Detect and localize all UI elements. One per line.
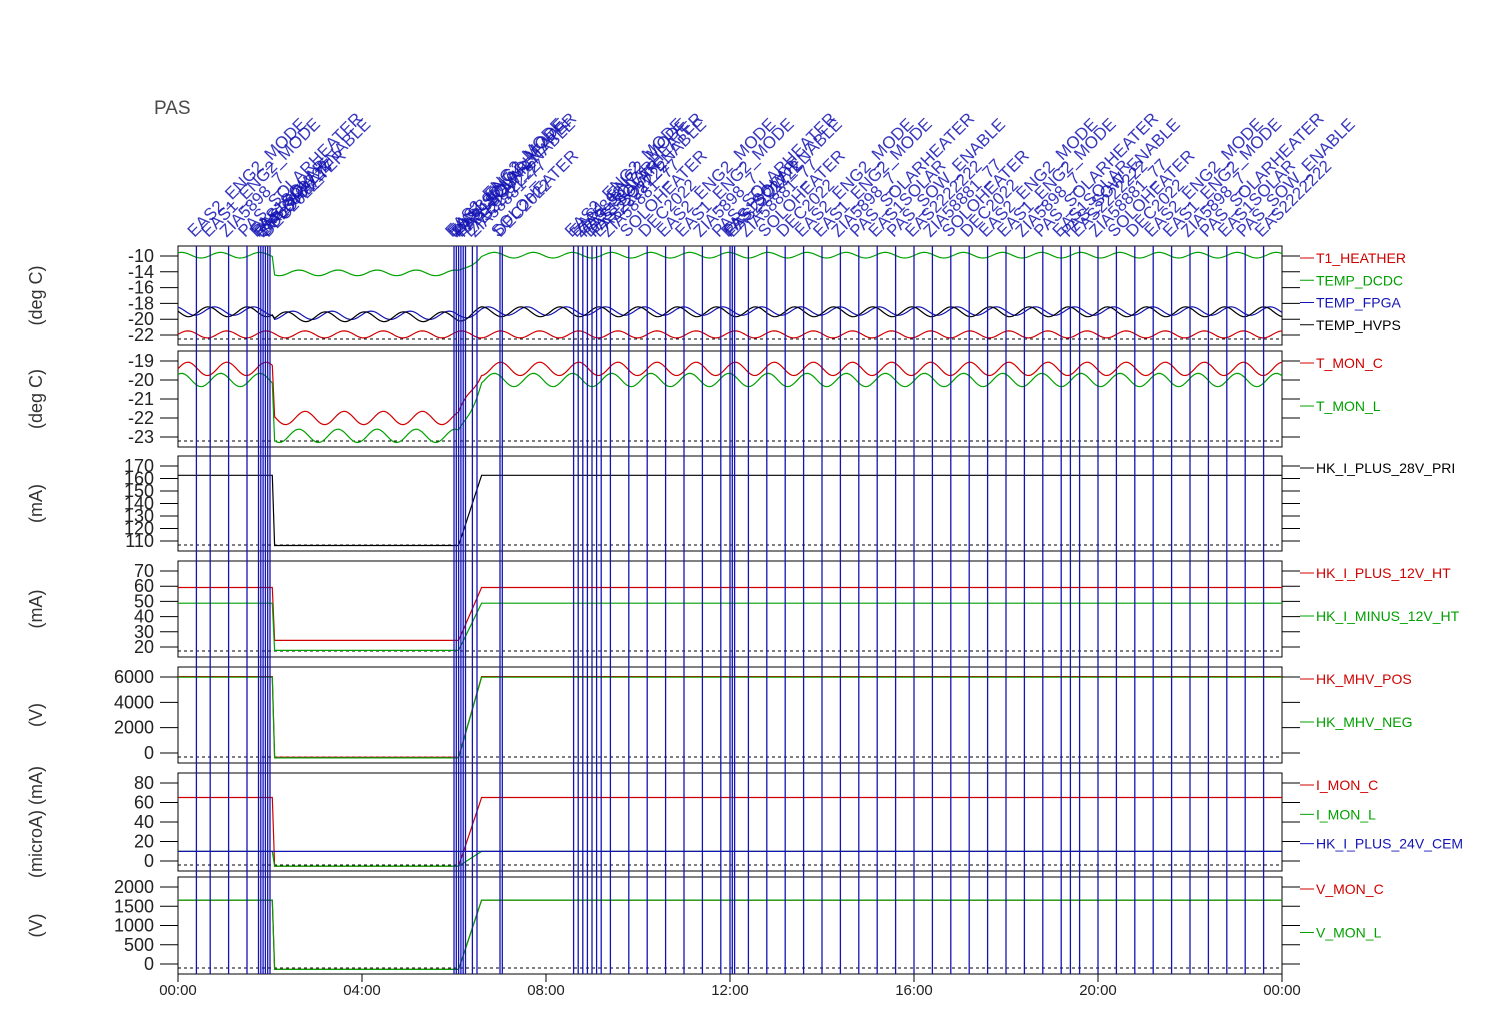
- legend-label: V_MON_C: [1316, 881, 1384, 897]
- y-tick-label: 170: [124, 456, 154, 476]
- y-tick-label: 20: [134, 637, 154, 657]
- x-tick-label: 08:00: [527, 982, 565, 999]
- y-tick-label: 70: [134, 561, 154, 581]
- x-tick-label: 00:00: [1263, 982, 1301, 999]
- x-tick-label: 00:00: [159, 982, 197, 999]
- legend-label: I_MON_C: [1316, 777, 1378, 793]
- y-tick-label: 6000: [114, 667, 154, 687]
- y-tick-label: 40: [134, 607, 154, 627]
- y-tick-label: 110: [125, 531, 154, 551]
- y-tick-label: -19: [128, 351, 154, 371]
- y-tick-label: -14: [128, 262, 154, 282]
- y-tick-label: -20: [128, 309, 154, 329]
- y-axis-label: (V): [26, 914, 46, 938]
- y-tick-label: 20: [134, 832, 154, 852]
- y-axis-label: (mA): [26, 484, 46, 523]
- legend-label: HK_I_PLUS_12V_HT: [1316, 565, 1451, 581]
- legend-label: HK_I_PLUS_28V_PRI: [1316, 460, 1455, 476]
- y-tick-label: 0: [144, 954, 154, 974]
- y-tick-label: -16: [128, 278, 154, 298]
- y-tick-label: 60: [134, 576, 154, 596]
- y-tick-label: 30: [134, 622, 154, 642]
- chart-title: PAS: [154, 98, 191, 119]
- y-tick-label: 120: [124, 519, 154, 539]
- x-tick-label: 12:00: [711, 982, 749, 999]
- y-tick-label: -18: [128, 293, 154, 313]
- y-axis-label: (V): [26, 703, 46, 727]
- y-axis-label: (microA) (mA): [26, 766, 46, 878]
- y-tick-label: -20: [128, 370, 154, 390]
- y-tick-label: 130: [124, 506, 154, 526]
- legend-label: TEMP_DCDC: [1316, 272, 1403, 288]
- y-tick-label: 4000: [114, 692, 154, 712]
- legend-label: HK_I_MINUS_12V_HT: [1316, 608, 1460, 624]
- x-tick-label: 20:00: [1079, 982, 1117, 999]
- y-tick-label: -21: [128, 389, 154, 409]
- y-tick-label: -22: [128, 408, 154, 428]
- legend-label: TEMP_FPGA: [1316, 295, 1401, 311]
- y-tick-label: 50: [134, 591, 154, 611]
- y-tick-label: -10: [128, 246, 154, 266]
- legend-label: TEMP_HVPS: [1316, 317, 1401, 333]
- y-tick-label: 0: [144, 851, 154, 871]
- y-tick-label: 1500: [114, 896, 154, 916]
- y-tick-label: 160: [124, 469, 154, 489]
- legend-label: T1_HEATHER: [1316, 250, 1406, 266]
- y-tick-label: 0: [144, 743, 154, 763]
- y-axis-label: (mA): [26, 590, 46, 629]
- y-tick-label: 500: [124, 935, 154, 955]
- legend-label: HK_MHV_POS: [1316, 671, 1412, 687]
- y-tick-label: 60: [134, 793, 154, 813]
- y-tick-label: 150: [124, 481, 154, 501]
- legend-label: T_MON_L: [1316, 398, 1381, 414]
- legend-label: HK_MHV_NEG: [1316, 714, 1412, 730]
- legend-label: I_MON_L: [1316, 806, 1376, 822]
- y-tick-label: 40: [134, 812, 154, 832]
- y-tick-label: 1000: [114, 916, 154, 936]
- legend-label: T_MON_C: [1316, 355, 1383, 371]
- legend-label: V_MON_L: [1316, 925, 1382, 941]
- y-tick-label: 2000: [114, 877, 154, 897]
- y-tick-label: -22: [128, 325, 154, 345]
- y-axis-label: (deg C): [26, 369, 46, 429]
- y-tick-label: 80: [134, 773, 154, 793]
- y-tick-label: 2000: [114, 718, 154, 738]
- x-tick-label: 16:00: [895, 982, 933, 999]
- y-tick-label: 140: [124, 494, 154, 514]
- legend-label: HK_I_PLUS_24V_CEM: [1316, 836, 1463, 852]
- x-tick-label: 04:00: [343, 982, 381, 999]
- y-axis-label: (deg C): [26, 265, 46, 325]
- y-tick-label: -23: [128, 427, 154, 447]
